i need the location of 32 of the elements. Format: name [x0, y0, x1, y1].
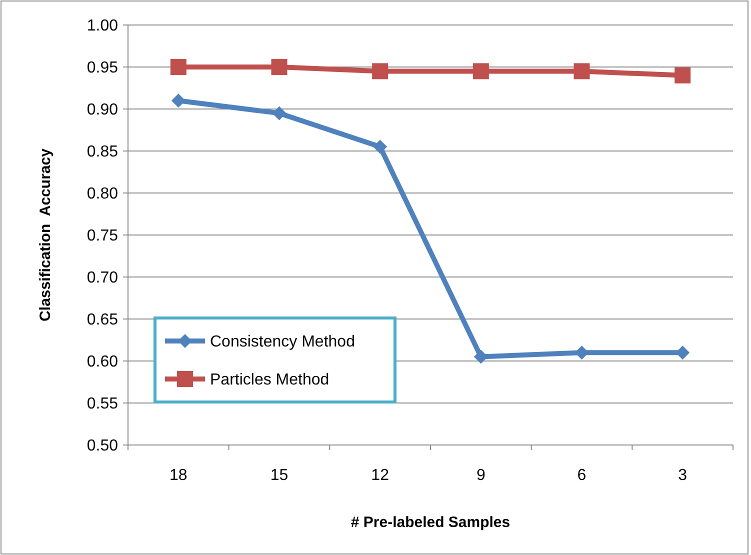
y-axis-title: Classification Accuracy: [37, 148, 54, 322]
y-tick-label: 0.75: [86, 228, 118, 245]
point: [474, 350, 488, 364]
point: [676, 346, 690, 360]
x-tick-label: 15: [270, 467, 288, 484]
y-tick-label: 0.70: [86, 270, 118, 287]
y-tick-label: 0.80: [86, 186, 118, 203]
point: [170, 59, 186, 75]
y-tick-label: 0.50: [86, 438, 118, 455]
x-tick-label: 6: [577, 467, 586, 484]
legend-label: Consistency Method: [210, 334, 355, 351]
point: [373, 140, 388, 154]
x-tick-label: 12: [371, 467, 390, 484]
point: [674, 67, 691, 84]
y-tick-label: 0.85: [86, 144, 118, 161]
legend-label: Particles Method: [210, 372, 330, 389]
y-tick-label: 0.65: [86, 312, 118, 329]
point: [372, 63, 388, 80]
point: [574, 63, 590, 80]
x-tick-label: 9: [476, 467, 486, 484]
y-tick-label: 0.95: [86, 60, 118, 77]
point: [271, 59, 288, 75]
x-tick-label: 18: [170, 467, 188, 484]
y-tick-label: 0.55: [86, 396, 118, 413]
point: [272, 106, 286, 120]
y-tick-label: 1.00: [86, 18, 118, 35]
point: [472, 63, 489, 80]
x-axis-title: # Pre-labeled Samples: [350, 514, 510, 531]
x-tick-label: 3: [678, 467, 688, 484]
y-tick-label: 0.60: [86, 354, 118, 371]
y-tick-label: 0.90: [86, 102, 118, 119]
point: [171, 94, 186, 108]
